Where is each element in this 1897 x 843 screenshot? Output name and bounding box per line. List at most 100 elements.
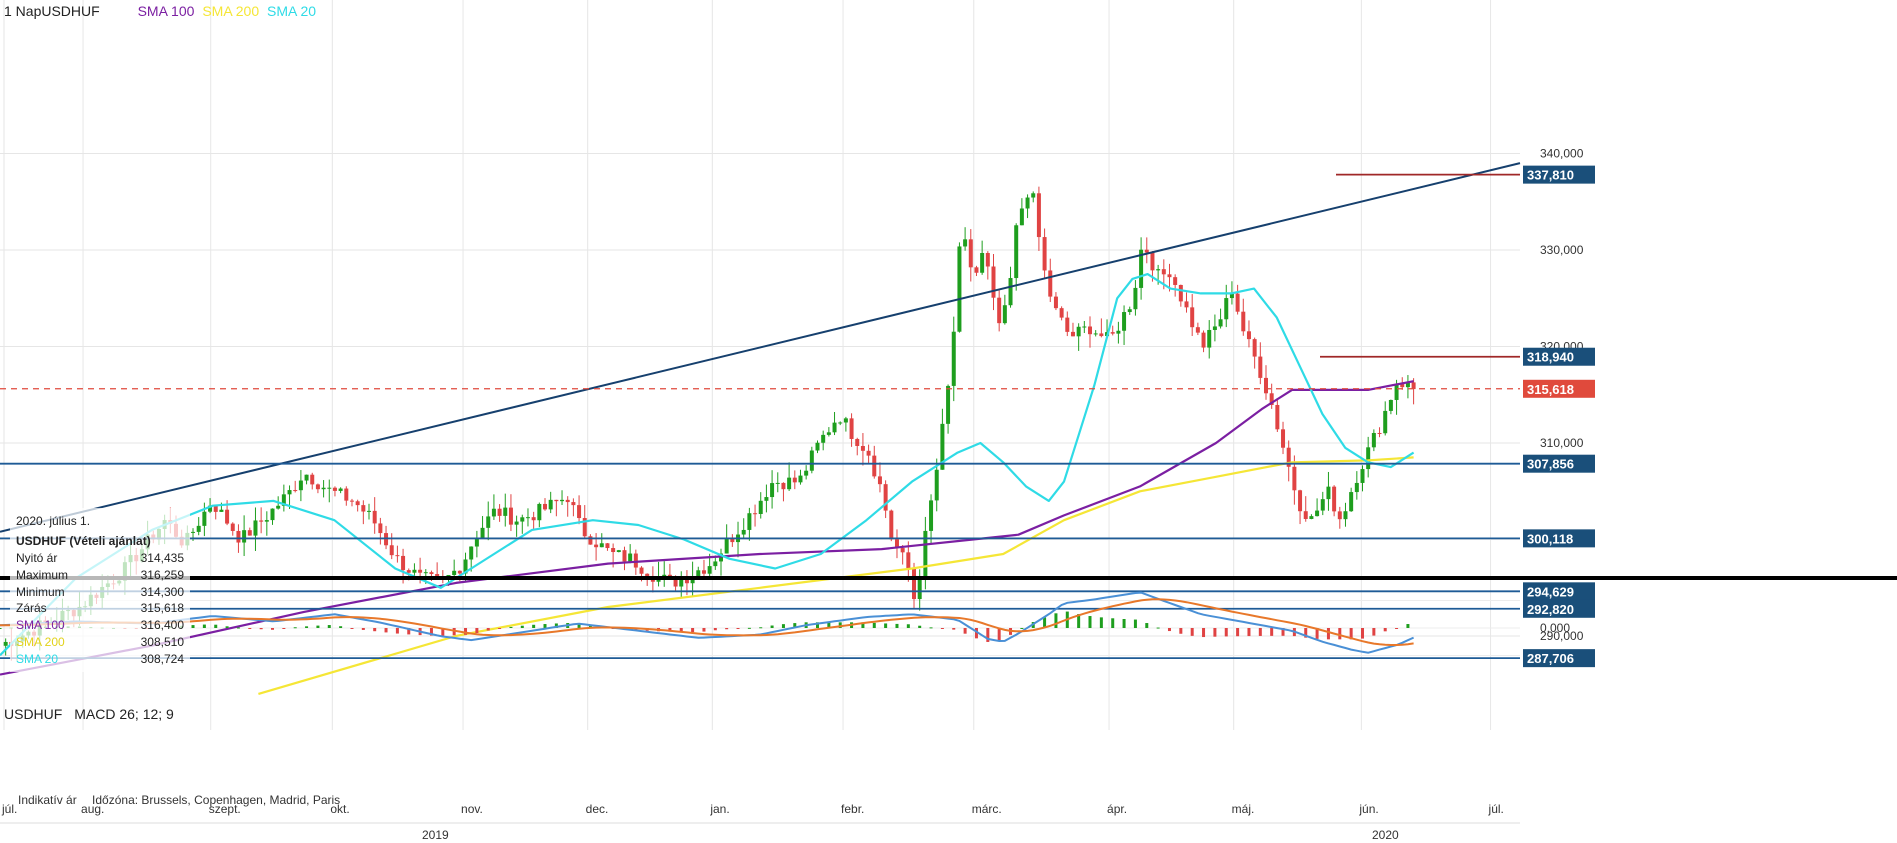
macd-bar-up — [918, 625, 922, 628]
sma200-legend: SMA 200 — [202, 3, 260, 19]
candle-up — [1116, 330, 1121, 334]
candle-up — [196, 525, 201, 532]
macd-bar-down — [1167, 628, 1171, 632]
level-tag — [1523, 165, 1595, 184]
candle-up — [287, 490, 292, 495]
macd-bar-up — [214, 624, 218, 628]
level-tag — [1523, 529, 1595, 548]
macd-tick-label: 0,000 — [1540, 621, 1570, 635]
candle-down — [1161, 269, 1166, 275]
candle-up — [202, 511, 207, 526]
level-lines: 337,810 318,940 315,618 307,856 300,118 294,6… — [0, 165, 1595, 668]
candle-up — [599, 543, 604, 548]
candle-down — [906, 552, 911, 569]
candle-down — [395, 555, 400, 557]
candle-up — [327, 487, 332, 489]
month-label: márc. — [972, 802, 1002, 816]
candle-down — [571, 502, 576, 506]
macd-bar-up — [316, 625, 320, 628]
month-label: júl. — [1, 802, 17, 816]
candle-up — [764, 497, 769, 501]
info-row-sma100: SMA 100 316,400 — [16, 617, 184, 634]
info-row-sma20: SMA 20 308,724 — [16, 651, 184, 668]
macd-bar-down — [1349, 628, 1353, 640]
candle-down — [974, 267, 979, 273]
candle-up — [264, 520, 269, 522]
macd-bar-up — [1145, 623, 1149, 628]
candle-up — [281, 494, 286, 506]
candle-down — [1167, 274, 1172, 278]
macd-bar-up — [1077, 614, 1081, 628]
macd-bar-up — [884, 623, 888, 628]
macd-bar-up — [781, 624, 785, 628]
timezone-label: Időzóna: Brussels, Copenhagen, Madrid, P… — [92, 793, 341, 807]
macd-bar-up — [1054, 613, 1058, 628]
macd-bar-down — [1258, 628, 1262, 636]
candle-up — [832, 422, 837, 433]
candle-up — [1076, 326, 1081, 337]
level-tag-label: 307,856 — [1527, 457, 1574, 472]
info-row-high: Maximum 316,259 — [16, 567, 184, 584]
macd-bar-up — [1099, 617, 1103, 628]
price-tick-label: 330,000 — [1540, 243, 1584, 257]
candle-up — [560, 499, 565, 502]
candle-up — [843, 418, 848, 423]
candle-up — [713, 561, 718, 567]
candle-down — [1110, 332, 1115, 334]
candle-up — [474, 537, 479, 547]
candle-up — [957, 246, 962, 332]
candle-down — [1411, 382, 1416, 390]
macd-bar-down — [974, 628, 978, 639]
candle-down — [1275, 404, 1280, 430]
candle-down — [872, 455, 877, 477]
candle-down — [1246, 331, 1251, 340]
candle-down — [355, 501, 360, 506]
candle-up — [321, 487, 326, 490]
candle-up — [463, 559, 468, 574]
candle-down — [1269, 393, 1274, 405]
macd-bar-down — [1270, 628, 1274, 636]
price-tick-label: 290,000 — [1540, 629, 1584, 643]
candle-down — [1332, 486, 1337, 512]
candle-down — [349, 500, 354, 502]
candle-down — [497, 508, 502, 516]
candle-up — [1349, 492, 1354, 512]
candle-up — [826, 432, 831, 435]
macd-bar-down — [1281, 628, 1285, 636]
level-tag-label: 300,118 — [1527, 531, 1573, 546]
candle-up — [934, 469, 939, 501]
candle-up — [1218, 319, 1223, 327]
level-tag-label: 292,820 — [1527, 602, 1574, 617]
month-label: jan. — [709, 802, 729, 816]
candle-up — [242, 530, 247, 543]
info-row-close: Zárás 315,618 — [16, 600, 184, 617]
info-low-value: 314,300 — [140, 584, 184, 599]
level-tag — [1523, 454, 1595, 473]
candle-down — [1235, 293, 1240, 312]
macd-bar-down — [282, 628, 286, 629]
macd-bar-down — [963, 628, 967, 634]
info-sma200-value: 308,510 — [140, 634, 184, 649]
candle-down — [1337, 511, 1342, 520]
info-open-value: 314,435 — [140, 551, 184, 565]
candle-up — [1008, 278, 1013, 306]
candle-down — [1377, 432, 1382, 434]
macd-bar-down — [407, 628, 411, 635]
candle-up — [787, 477, 792, 490]
macd-bar-up — [770, 625, 774, 628]
candle-up — [338, 488, 343, 491]
info-heading: USDHUF (Vételi ajánlat) — [16, 534, 151, 548]
macd-bar-up — [793, 623, 797, 628]
candle-up — [503, 507, 508, 516]
candle-up — [525, 517, 530, 519]
candle-down — [565, 499, 570, 503]
candle-up — [1383, 410, 1388, 434]
macd-bar-down — [691, 628, 695, 633]
candle-down — [406, 570, 411, 573]
candle-down — [372, 510, 377, 524]
candle-down — [1286, 447, 1291, 467]
candle-down — [633, 553, 638, 568]
month-label: szept. — [209, 802, 241, 816]
candle-down — [1036, 193, 1041, 238]
